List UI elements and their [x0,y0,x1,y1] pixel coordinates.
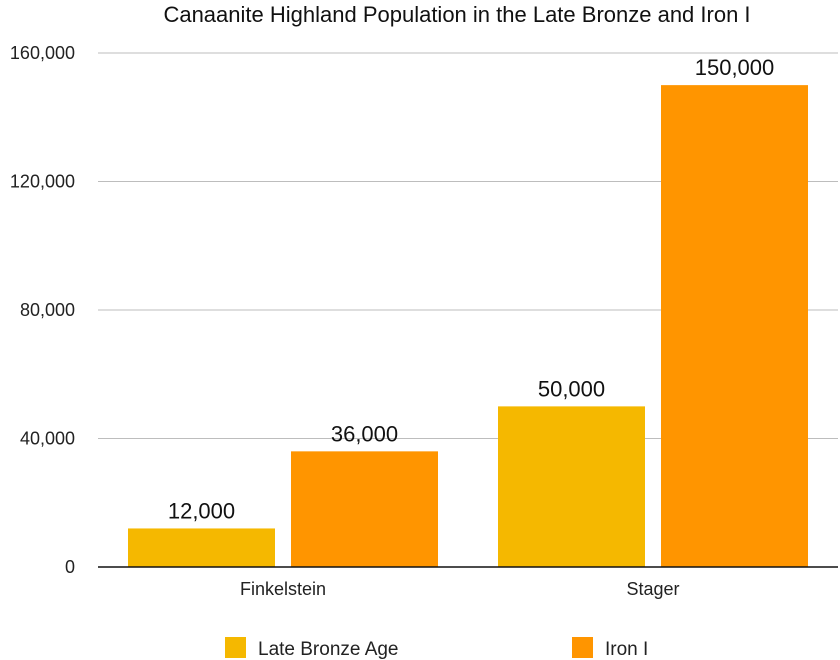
bar-value-label: 12,000 [168,498,235,523]
x-category-label: Finkelstein [240,579,326,599]
bar-value-label: 50,000 [538,376,605,401]
x-category-label: Stager [626,579,679,599]
legend-label: Late Bronze Age [258,639,399,660]
legend-swatch [572,637,593,658]
bar-stager-iron-i [661,85,808,567]
bar-stager-late-bronze [498,406,645,567]
legend-label: Iron I [605,639,648,660]
bar-value-label: 36,000 [331,421,398,446]
bars [128,85,808,567]
bar-value-label: 150,000 [695,55,775,80]
y-tick-label: 80,000 [20,300,75,320]
x-axis-categories: Finkelstein Stager [240,579,680,599]
legend-swatch [225,637,246,658]
y-tick-label: 0 [65,557,75,577]
chart-title: Canaanite Highland Population in the Lat… [163,2,750,27]
y-tick-label: 40,000 [20,429,75,449]
y-tick-label: 160,000 [10,43,75,63]
bar-finkelstein-iron-i [291,451,438,567]
y-axis-ticks: 0 40,000 80,000 120,000 160,000 [10,43,75,577]
value-labels: 12,000 36,000 50,000 150,000 [168,55,774,523]
legend: Late Bronze Age Iron I [225,637,648,660]
y-tick-label: 120,000 [10,172,75,192]
bar-finkelstein-late-bronze [128,528,275,567]
